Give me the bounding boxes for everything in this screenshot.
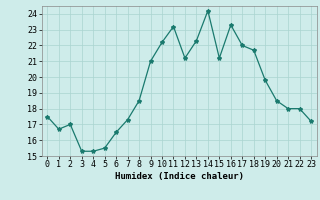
X-axis label: Humidex (Indice chaleur): Humidex (Indice chaleur) <box>115 172 244 181</box>
